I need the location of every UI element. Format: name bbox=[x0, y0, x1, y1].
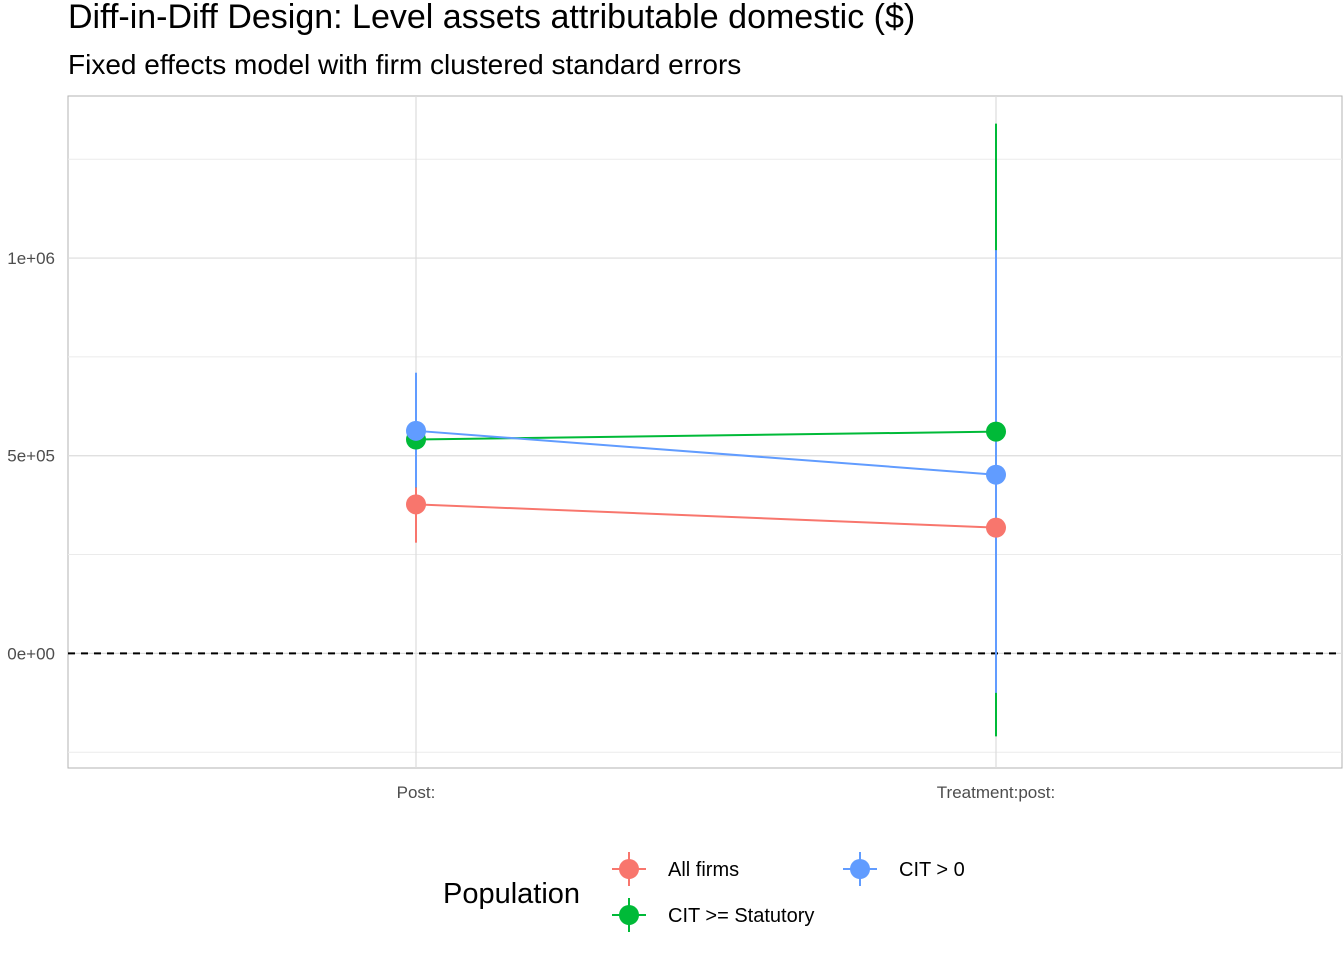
series-line-cit-0 bbox=[415, 429, 997, 476]
point-cit-statutory bbox=[986, 421, 1006, 442]
axis-labels: 0e+00 5e+05 1e+06 Post: Treatment:post: bbox=[7, 249, 1055, 802]
point-all-firms bbox=[406, 494, 426, 515]
y-tick-label: 1e+06 bbox=[7, 249, 55, 268]
legend: All firms CIT >= Statutory CIT > 0 bbox=[612, 852, 965, 932]
point-cit-0 bbox=[406, 420, 426, 441]
legend-label-all-firms: All firms bbox=[668, 859, 739, 881]
legend-title: Population bbox=[443, 878, 580, 910]
plot-panel bbox=[67, 95, 1343, 769]
x-tick-label: Treatment:post: bbox=[937, 783, 1055, 802]
y-tick-label: 0e+00 bbox=[7, 644, 55, 663]
chart-title: Diff-in-Diff Design: Level assets attrib… bbox=[68, 0, 915, 36]
legend-label-cit-0: CIT > 0 bbox=[899, 859, 965, 881]
point-all-firms bbox=[986, 517, 1006, 538]
point-cit-0 bbox=[986, 464, 1006, 485]
chart-subtitle: Fixed effects model with firm clustered … bbox=[68, 49, 741, 80]
legend-label-cit-statutory: CIT >= Statutory bbox=[668, 905, 814, 927]
y-tick-label: 5e+05 bbox=[7, 447, 55, 466]
data-layer bbox=[68, 123, 1342, 737]
x-tick-label: Post: bbox=[397, 783, 436, 802]
legend-key-point bbox=[850, 859, 870, 879]
legend-key-point bbox=[619, 905, 639, 925]
legend-key-point bbox=[619, 859, 639, 879]
series-line-all-firms bbox=[415, 503, 997, 529]
